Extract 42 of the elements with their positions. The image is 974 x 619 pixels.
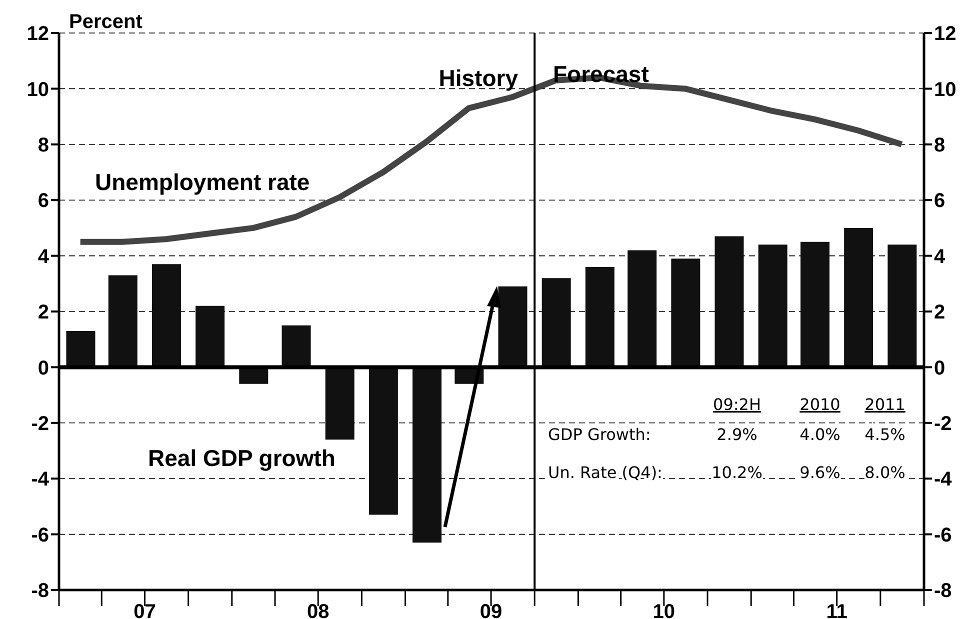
annotation: 09:2H — [713, 395, 761, 414]
series-label: Real GDP growth — [148, 445, 336, 471]
y-tick-label: -2 — [31, 413, 49, 435]
y2-tick-label: 2 — [934, 302, 946, 324]
annotation: Un. Rate (Q4): — [548, 463, 662, 482]
annotation: 4.0% — [800, 425, 840, 444]
y-tick-label: -6 — [31, 524, 49, 546]
annotation: 4.5% — [864, 425, 906, 444]
y-tick-label: 8 — [38, 134, 49, 156]
x-tick-label: 07 — [134, 601, 156, 619]
y-tick-label: 12 — [26, 23, 49, 46]
annotation: 2010 — [800, 395, 840, 414]
y-tick-label: 4 — [38, 246, 50, 268]
annotation: 2011 — [864, 395, 906, 414]
y-tick-label: 10 — [26, 78, 49, 101]
annotation: 2.9% — [716, 425, 758, 444]
y2-tick-label: 12 — [934, 23, 956, 46]
y-tick-label: -4 — [31, 468, 50, 491]
y2-tick-label: 8 — [934, 134, 946, 156]
x-tick-label: 08 — [306, 601, 330, 619]
y-tick-label: 6 — [38, 190, 49, 212]
annotation: GDP Growth: — [548, 425, 651, 444]
y2-tick-label: -2 — [934, 413, 952, 435]
x-tick-label: 10 — [652, 601, 676, 619]
annotation: 10.2% — [712, 463, 762, 482]
y2-tick-label: -6 — [934, 524, 952, 546]
annotation: History — [438, 65, 518, 91]
y2-tick-label: 0 — [934, 357, 946, 380]
y2-tick-label: -4 — [934, 468, 953, 491]
x-tick-label: 09 — [480, 601, 502, 619]
y-tick-label: -8 — [31, 580, 49, 602]
y2-tick-label: 10 — [934, 78, 956, 101]
annotation: 8.0% — [864, 463, 906, 482]
x-tick-label: 11 — [826, 601, 848, 619]
y2-tick-label: 6 — [934, 190, 946, 212]
series-label: Unemployment rate — [95, 169, 310, 195]
y-tick-label: 2 — [38, 302, 49, 324]
y2-tick-label: -8 — [934, 580, 952, 602]
annotation: 9.6% — [800, 463, 840, 482]
y2-tick-label: 4 — [934, 246, 946, 268]
y-tick-label: 0 — [38, 357, 49, 380]
y-axis-title: Percent — [69, 11, 143, 33]
